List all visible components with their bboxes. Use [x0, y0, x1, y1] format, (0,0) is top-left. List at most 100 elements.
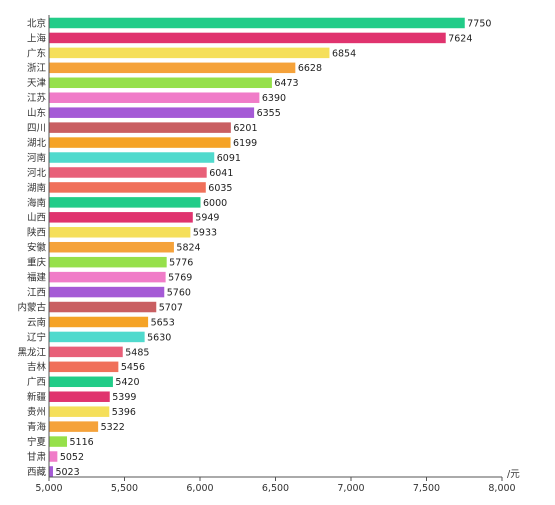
- bar: [49, 182, 206, 193]
- bar: [49, 241, 174, 253]
- bar: [49, 391, 110, 402]
- category-label: 黑龙江: [17, 346, 46, 358]
- bar: [49, 286, 165, 298]
- bar: [49, 197, 201, 208]
- bar: [49, 301, 157, 313]
- bar: [49, 331, 145, 343]
- value-label: 6091: [217, 153, 241, 164]
- value-label: 5769: [168, 273, 192, 284]
- bar: [49, 137, 231, 148]
- value-label: 5396: [112, 407, 136, 418]
- category-label: 浙江: [27, 62, 47, 74]
- value-label: 5824: [176, 243, 200, 254]
- category-label: 新疆: [27, 391, 47, 403]
- category-label: 河北: [27, 167, 47, 179]
- bar: [49, 451, 58, 462]
- x-tick-label: 5,500: [111, 483, 138, 494]
- bar: [49, 421, 99, 432]
- value-label: 5420: [115, 377, 139, 388]
- category-label: 陕西: [27, 227, 46, 239]
- value-label: 6390: [262, 93, 286, 104]
- category-labels: 北京上海广东浙江天津江苏山东四川湖北河南河北湖南海南山西陕西安徽重庆福建江西内蒙…: [17, 17, 46, 478]
- value-label: 5023: [55, 467, 79, 478]
- category-label: 广西: [27, 376, 46, 388]
- bar: [49, 122, 231, 133]
- value-label: 6041: [209, 168, 233, 179]
- bar: [49, 107, 255, 118]
- category-label: 江西: [27, 287, 46, 298]
- bar: [49, 152, 215, 163]
- category-label: 湖南: [27, 182, 46, 194]
- category-label: 四川: [27, 123, 46, 134]
- category-label: 甘肃: [27, 451, 46, 463]
- value-label: 5760: [167, 287, 191, 298]
- category-label: 海南: [27, 197, 46, 209]
- category-label: 湖北: [27, 138, 47, 149]
- value-label: 6473: [274, 78, 298, 89]
- bar: [49, 77, 272, 89]
- value-label: 7624: [448, 33, 472, 44]
- bar: [49, 406, 110, 417]
- value-label: 6035: [208, 183, 232, 194]
- bar: [49, 346, 123, 358]
- value-label: 5933: [193, 228, 217, 239]
- value-label: 6628: [298, 63, 322, 74]
- category-label: 江苏: [27, 92, 47, 104]
- value-label: 5485: [125, 347, 149, 358]
- bar: [49, 436, 68, 447]
- category-label: 福建: [27, 272, 47, 284]
- value-label: 6854: [332, 48, 356, 59]
- category-label: 重庆: [27, 257, 47, 269]
- value-label: 6199: [233, 138, 257, 149]
- category-label: 西藏: [27, 466, 47, 478]
- category-label: 河南: [27, 152, 46, 164]
- category-label: 辽宁: [27, 331, 46, 343]
- x-tick-label: 6,500: [262, 483, 289, 494]
- value-label: 5776: [169, 258, 193, 269]
- category-label: 内蒙古: [17, 301, 46, 313]
- category-label: 天津: [27, 78, 47, 89]
- x-axis-ticks: 5,000 5,500 6,000 6,500 7,000 7,500 8,000: [35, 477, 516, 494]
- bar: [49, 17, 465, 29]
- x-tick-label: 5,000: [35, 483, 62, 494]
- value-label: 7750: [467, 18, 491, 29]
- category-label: 北京: [27, 17, 46, 29]
- bar: [49, 227, 191, 238]
- bars-group: [49, 17, 465, 477]
- value-label: 5456: [121, 362, 145, 373]
- x-tick-label: 7,000: [337, 483, 364, 494]
- x-tick-label: 8,000: [488, 483, 515, 494]
- bar: [49, 466, 53, 477]
- bar: [49, 92, 260, 103]
- category-label: 山东: [27, 107, 46, 119]
- category-label: 宁夏: [27, 436, 47, 448]
- bar: [49, 271, 166, 283]
- x-axis-unit: /元: [507, 469, 520, 480]
- bar: [49, 361, 119, 373]
- category-label: 贵州: [27, 406, 46, 418]
- value-label: 6201: [233, 123, 257, 134]
- value-label: 5116: [70, 437, 94, 448]
- category-label: 云南: [27, 316, 46, 328]
- bar: [49, 47, 330, 59]
- category-label: 山西: [27, 213, 46, 224]
- value-label: 6355: [257, 108, 281, 119]
- category-label: 上海: [27, 32, 47, 44]
- value-label: 5707: [159, 302, 183, 313]
- bar: [49, 62, 296, 74]
- value-label: 6000: [203, 198, 227, 209]
- x-tick-label: 6,000: [186, 483, 213, 494]
- bar: [49, 32, 446, 44]
- value-label: 5630: [147, 332, 171, 343]
- value-label: 5322: [101, 422, 125, 433]
- bar: [49, 167, 207, 178]
- category-label: 广东: [27, 47, 46, 59]
- bar: [49, 212, 193, 223]
- value-label: 5949: [195, 213, 219, 224]
- value-label: 5399: [112, 392, 136, 403]
- value-label: 5653: [151, 317, 175, 328]
- category-label: 安徽: [27, 242, 47, 254]
- value-label: 5052: [60, 452, 84, 463]
